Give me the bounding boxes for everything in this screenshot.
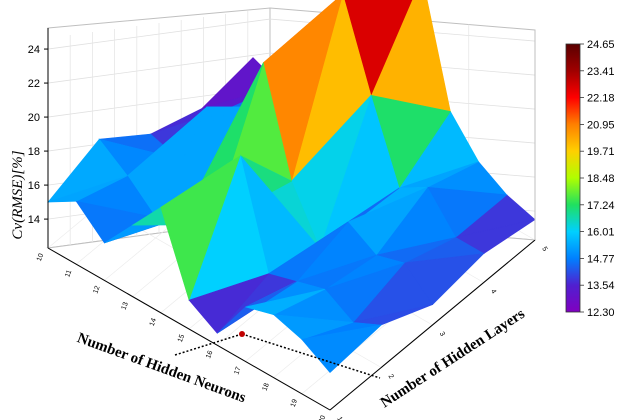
- colorbar-label: 24.65: [587, 39, 615, 51]
- x-tick-label: 18: [262, 382, 271, 392]
- colorbar-label: 14.77: [587, 253, 615, 265]
- z-tick-label: 16: [28, 180, 40, 192]
- x-axis: 10 11 12 13 14 15 16 17 18 19 20: [36, 253, 327, 420]
- x-tick-label: 14: [149, 317, 158, 327]
- z-tick-label: 20: [28, 112, 40, 124]
- colorbar-labels: 24.65 23.41 22.18 20.95 19.71 18.48 17.24 16.01…: [580, 39, 615, 319]
- x-tick-label: 20: [318, 415, 327, 420]
- colorbar: [565, 43, 581, 313]
- x-tick-label: 11: [64, 269, 73, 278]
- surface-facet: [188, 273, 270, 334]
- x-tick-label: 12: [92, 285, 101, 295]
- colorbar-label: 17.24: [587, 200, 615, 212]
- colorbar-label: 18.48: [587, 173, 615, 185]
- x-tick-label: 15: [177, 334, 186, 344]
- projection-line-layers: [241, 333, 381, 379]
- surface-facet: [301, 324, 383, 374]
- surface-facet: [272, 314, 354, 340]
- surface-facet: [160, 154, 241, 302]
- x-tick-label: 17: [233, 366, 242, 376]
- x-tick-label: 13: [121, 301, 130, 311]
- x-tick-label: 10: [36, 253, 45, 263]
- x-tick-label: 16: [205, 350, 214, 360]
- y-tick-label: 2: [387, 373, 395, 380]
- colorbar-label: 22.18: [587, 93, 615, 105]
- surface-facet: [47, 175, 128, 203]
- y-tick-label: 4: [489, 288, 497, 295]
- x-tick-label: 19: [290, 398, 299, 408]
- colorbar-label: 20.95: [587, 119, 615, 131]
- surface: [47, 0, 536, 374]
- axis-frame: [47, 28, 536, 411]
- z-tick-label: 18: [28, 146, 40, 158]
- z-tick-label: 24: [28, 44, 40, 56]
- surface-facet: [245, 288, 325, 316]
- z-axis: 14 16 18 20 22 24: [28, 44, 48, 226]
- z-tick-label: 14: [28, 214, 40, 226]
- z-tick-label: 22: [28, 78, 40, 90]
- y-axis: 1 2 3 4 5: [335, 246, 548, 420]
- colorbar-label: 19.71: [587, 146, 615, 158]
- colorbar-label: 23.41: [587, 66, 615, 78]
- colorbar-label: 12.30: [587, 307, 615, 319]
- colorbar-label: 16.01: [587, 227, 615, 239]
- optimum-marker: [239, 331, 245, 337]
- y-tick-label: 3: [438, 331, 446, 338]
- colorbar-label: 13.54: [587, 280, 615, 292]
- y-tick-label: 5: [540, 246, 548, 253]
- z-axis-title: Cv(RMSE)[%]: [10, 150, 26, 239]
- y-tick-label: 1: [335, 416, 343, 420]
